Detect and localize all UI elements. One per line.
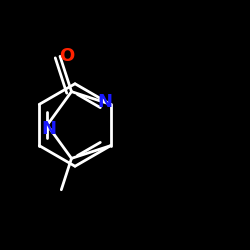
Text: N: N — [41, 120, 56, 138]
Text: O: O — [60, 47, 75, 65]
Text: N: N — [98, 93, 113, 112]
